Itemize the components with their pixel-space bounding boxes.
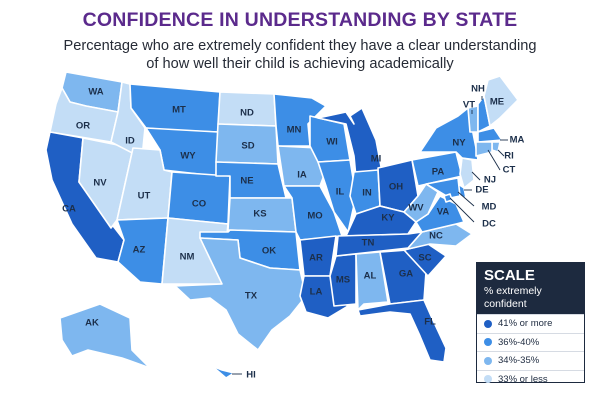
state-TX[interactable] bbox=[174, 237, 307, 351]
label-WI: WI bbox=[326, 137, 338, 148]
label-IN: IN bbox=[362, 188, 372, 199]
label-ID: ID bbox=[125, 136, 135, 147]
label-AL: AL bbox=[364, 271, 377, 282]
label-MI: MI bbox=[371, 154, 382, 165]
legend-item: 41% or more bbox=[477, 314, 584, 333]
label-VA: VA bbox=[437, 207, 450, 218]
label-NE: NE bbox=[240, 176, 253, 187]
legend-item-label: 36%-40% bbox=[498, 336, 540, 348]
label-MD: MD bbox=[482, 202, 497, 213]
leader-line-md bbox=[457, 191, 475, 207]
label-WV: WV bbox=[408, 203, 424, 214]
label-IL: IL bbox=[336, 187, 345, 198]
label-SC: SC bbox=[418, 253, 431, 264]
map-title: CONFIDENCE IN UNDERSTANDING BY STATE bbox=[82, 9, 518, 31]
legend-subtitle-line-2: confident bbox=[484, 298, 527, 310]
legend-subtitle-line-1: % extremely bbox=[484, 285, 542, 297]
legend-swatch-dot bbox=[484, 356, 492, 365]
legend-item: 36%-40% bbox=[477, 332, 584, 352]
label-NM: NM bbox=[180, 252, 195, 263]
state-DC[interactable] bbox=[443, 193, 453, 203]
legend-item: 34%-35% bbox=[477, 351, 584, 370]
label-AZ: AZ bbox=[133, 245, 146, 256]
legend-header: SCALE % extremely confident bbox=[477, 263, 584, 314]
state-AK[interactable] bbox=[59, 303, 151, 369]
legend-item-label: 33% or less bbox=[498, 373, 548, 385]
label-NY: NY bbox=[452, 138, 466, 149]
state-MN[interactable] bbox=[273, 93, 327, 147]
label-RI: RI bbox=[504, 151, 514, 162]
label-TX: TX bbox=[245, 291, 258, 302]
label-FL: FL bbox=[424, 317, 436, 328]
legend-title: SCALE bbox=[484, 267, 535, 284]
label-PA: PA bbox=[432, 167, 445, 178]
state-FL[interactable] bbox=[357, 299, 447, 363]
label-ND: ND bbox=[240, 108, 254, 119]
state-MI[interactable] bbox=[317, 107, 383, 179]
leader-line-ct bbox=[487, 149, 501, 171]
label-TN: TN bbox=[362, 238, 375, 249]
label-CT: CT bbox=[503, 165, 516, 176]
label-OH: OH bbox=[389, 182, 403, 193]
label-NH: NH bbox=[471, 84, 485, 95]
label-AR: AR bbox=[309, 253, 323, 264]
label-VT: VT bbox=[463, 100, 475, 111]
label-DE: DE bbox=[475, 185, 488, 196]
label-MA: MA bbox=[510, 135, 525, 146]
state-CT[interactable] bbox=[475, 141, 493, 157]
label-MT: MT bbox=[172, 105, 186, 116]
label-NJ: NJ bbox=[484, 175, 496, 186]
map-subtitle: Percentage who are extremely confident t… bbox=[30, 37, 570, 73]
legend-item: 33% or less bbox=[477, 369, 584, 389]
label-SD: SD bbox=[241, 141, 254, 152]
label-AK: AK bbox=[85, 318, 99, 329]
state-HI[interactable] bbox=[211, 365, 235, 379]
leader-line-dc bbox=[449, 197, 475, 223]
label-HI: HI bbox=[246, 370, 256, 381]
legend-swatch-dot bbox=[484, 375, 492, 384]
label-MN: MN bbox=[287, 125, 302, 136]
label-WY: WY bbox=[180, 151, 196, 162]
label-MS: MS bbox=[336, 275, 350, 286]
legend-swatch-dot bbox=[484, 338, 492, 347]
label-OR: OR bbox=[76, 121, 90, 132]
subtitle-line-1: Percentage who are extremely confident t… bbox=[63, 38, 537, 54]
label-ME: ME bbox=[490, 97, 504, 108]
leader-line-nj bbox=[471, 171, 481, 181]
label-DC: DC bbox=[482, 219, 496, 230]
subtitle-line-2: of how well their child is achieving aca… bbox=[146, 56, 454, 72]
label-CA: CA bbox=[62, 204, 76, 215]
label-IA: IA bbox=[297, 170, 307, 181]
state-WV[interactable] bbox=[403, 183, 439, 223]
map-legend: SCALE % extremely confident 41% or more … bbox=[476, 262, 585, 385]
label-CO: CO bbox=[192, 199, 206, 210]
label-LA: LA bbox=[310, 287, 323, 298]
label-KY: KY bbox=[381, 213, 395, 224]
label-MO: MO bbox=[307, 211, 322, 222]
label-WA: WA bbox=[88, 87, 103, 98]
leader-line-ri bbox=[497, 149, 505, 157]
state-NJ[interactable] bbox=[459, 157, 475, 189]
legend-item-label: 41% or more bbox=[498, 318, 553, 330]
legend-swatch-dot bbox=[484, 319, 492, 328]
label-NC: NC bbox=[429, 231, 443, 242]
label-GA: GA bbox=[399, 269, 413, 280]
label-NV: NV bbox=[93, 178, 107, 189]
label-UT: UT bbox=[138, 191, 151, 202]
label-OK: OK bbox=[262, 246, 276, 257]
state-ME[interactable] bbox=[483, 75, 519, 127]
legend-item-label: 34%-35% bbox=[498, 355, 540, 367]
state-TN[interactable] bbox=[335, 231, 423, 257]
label-KS: KS bbox=[253, 209, 266, 220]
state-MD[interactable] bbox=[425, 177, 461, 199]
